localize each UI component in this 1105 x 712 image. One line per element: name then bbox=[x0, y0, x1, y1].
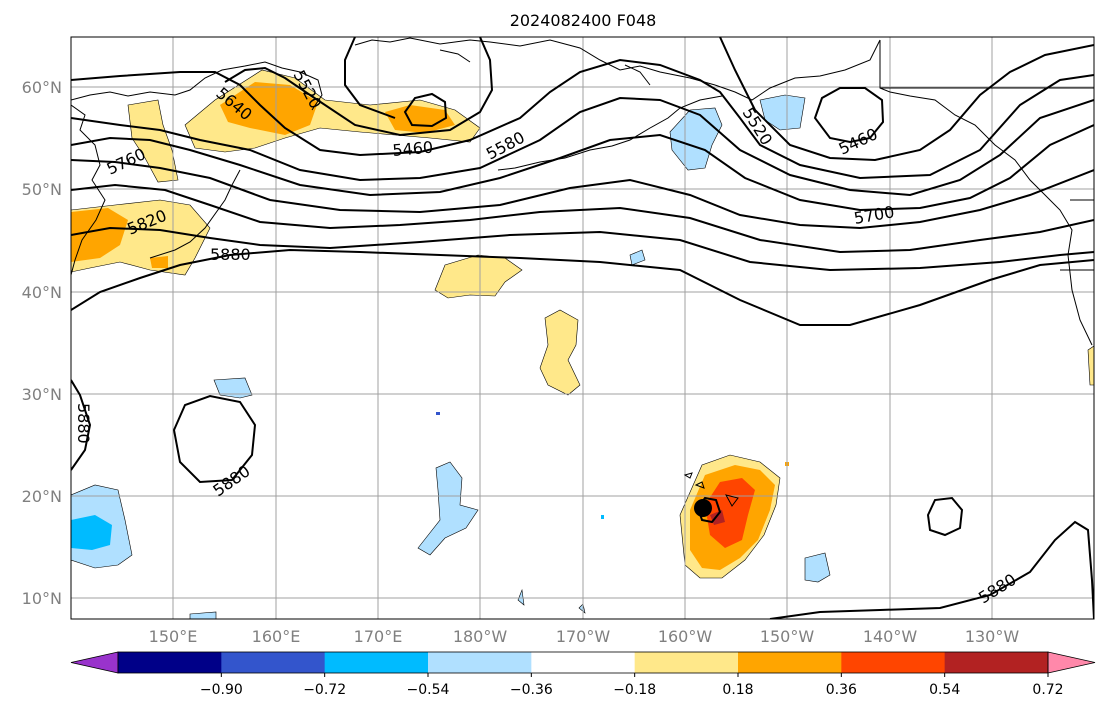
contour-5580 bbox=[71, 58, 1094, 180]
lon-label-150w: 150°W bbox=[760, 627, 815, 646]
colorbar-extend-low bbox=[70, 651, 119, 674]
contour-label-5460-west: 5460 bbox=[392, 138, 434, 160]
contour-5760 bbox=[71, 183, 1094, 254]
lon-label-160e: 160°E bbox=[252, 627, 301, 646]
lat-label-50n: 50°N bbox=[22, 180, 62, 199]
latitude-labels: 60°N 50°N 40°N 30°N 20°N 10°N bbox=[22, 78, 62, 608]
colorbar-swatches bbox=[70, 651, 1096, 674]
lat-label-10n: 10°N bbox=[22, 589, 62, 608]
colorbar-swatch bbox=[634, 652, 739, 673]
colorbar-swatch bbox=[738, 652, 842, 673]
colorbar-swatch bbox=[428, 652, 532, 673]
colorbar: −0.90 −0.72 −0.54 −0.36 −0.18 0.18 0.36 0.54 0.7… bbox=[70, 651, 1096, 698]
anomaly-shading-moderate-negative bbox=[71, 515, 112, 550]
colorbar-swatch bbox=[221, 652, 326, 673]
height-contours bbox=[71, 37, 1094, 619]
colorbar-tick-label: −0.72 bbox=[303, 682, 346, 698]
map-panel: 5520 5640 5760 5820 5880 5460 5580 5520 … bbox=[70, 36, 1095, 620]
colorbar-swatch bbox=[944, 652, 1049, 673]
lon-label-170e: 170°E bbox=[354, 627, 403, 646]
lon-label-130w: 130°W bbox=[965, 627, 1020, 646]
colorbar-swatch bbox=[841, 652, 946, 673]
contour-5820 bbox=[71, 226, 1094, 272]
colorbar-tick-label: −0.90 bbox=[200, 682, 243, 698]
coastlines bbox=[71, 37, 1094, 346]
colorbar-swatch bbox=[531, 652, 636, 673]
contour-5520-east bbox=[719, 37, 1094, 162]
colorbar-ticks: −0.90 −0.72 −0.54 −0.36 −0.18 0.18 0.36 0.54 0.7… bbox=[200, 673, 1064, 698]
contour-5460-west bbox=[403, 92, 448, 128]
contour-5880-north bbox=[71, 248, 1094, 326]
contour-5460-east bbox=[813, 87, 885, 144]
colorbar-frame bbox=[117, 651, 1049, 674]
contour-5880-east-ring bbox=[926, 496, 964, 537]
contour-5880-west-ring bbox=[172, 394, 257, 484]
colorbar-tick-label: 0.36 bbox=[826, 682, 857, 698]
contour-5700 bbox=[71, 159, 1094, 230]
lat-label-30n: 30°N bbox=[22, 385, 62, 404]
lon-label-180w: 180°W bbox=[453, 627, 508, 646]
colorbar-tick-label: −0.18 bbox=[613, 682, 656, 698]
colorbar-swatch bbox=[324, 652, 429, 673]
contour-label-5880-west-edge: 5880 bbox=[74, 403, 93, 444]
storm-center-marker-icon bbox=[694, 499, 712, 517]
colorbar-tick-label: 0.18 bbox=[722, 682, 753, 698]
colorbar-extend-high bbox=[1047, 651, 1096, 674]
colorbar-swatch bbox=[118, 652, 222, 673]
contour-5880-west-edge bbox=[71, 379, 92, 471]
contour-5520-ring bbox=[224, 37, 494, 137]
colorbar-tick-label: −0.36 bbox=[510, 682, 553, 698]
map-title: 2024082400 F048 bbox=[510, 11, 657, 30]
lon-label-150e: 150°E bbox=[149, 627, 198, 646]
longitude-labels: 150°E 160°E 170°E 180°W 170°W 160°W 150°… bbox=[149, 627, 1020, 646]
lat-label-60n: 60°N bbox=[22, 78, 62, 97]
lon-label-160w: 160°W bbox=[658, 627, 713, 646]
colorbar-tick-label: 0.54 bbox=[929, 682, 960, 698]
hawaiian-islands bbox=[683, 472, 739, 507]
colorbar-tick-label: −0.54 bbox=[407, 682, 450, 698]
colorbar-tick-label: 0.72 bbox=[1032, 682, 1063, 698]
lat-label-20n: 20°N bbox=[22, 487, 62, 506]
contour-5880-south bbox=[769, 520, 1094, 619]
lat-label-40n: 40°N bbox=[22, 283, 62, 302]
lon-label-140w: 140°W bbox=[863, 627, 918, 646]
map-frame bbox=[70, 36, 1095, 620]
contour-storm bbox=[696, 496, 722, 524]
contour-5640 bbox=[71, 124, 1094, 212]
lon-label-170w: 170°W bbox=[556, 627, 611, 646]
contour-label-5880-nw: 5880 bbox=[210, 245, 251, 264]
